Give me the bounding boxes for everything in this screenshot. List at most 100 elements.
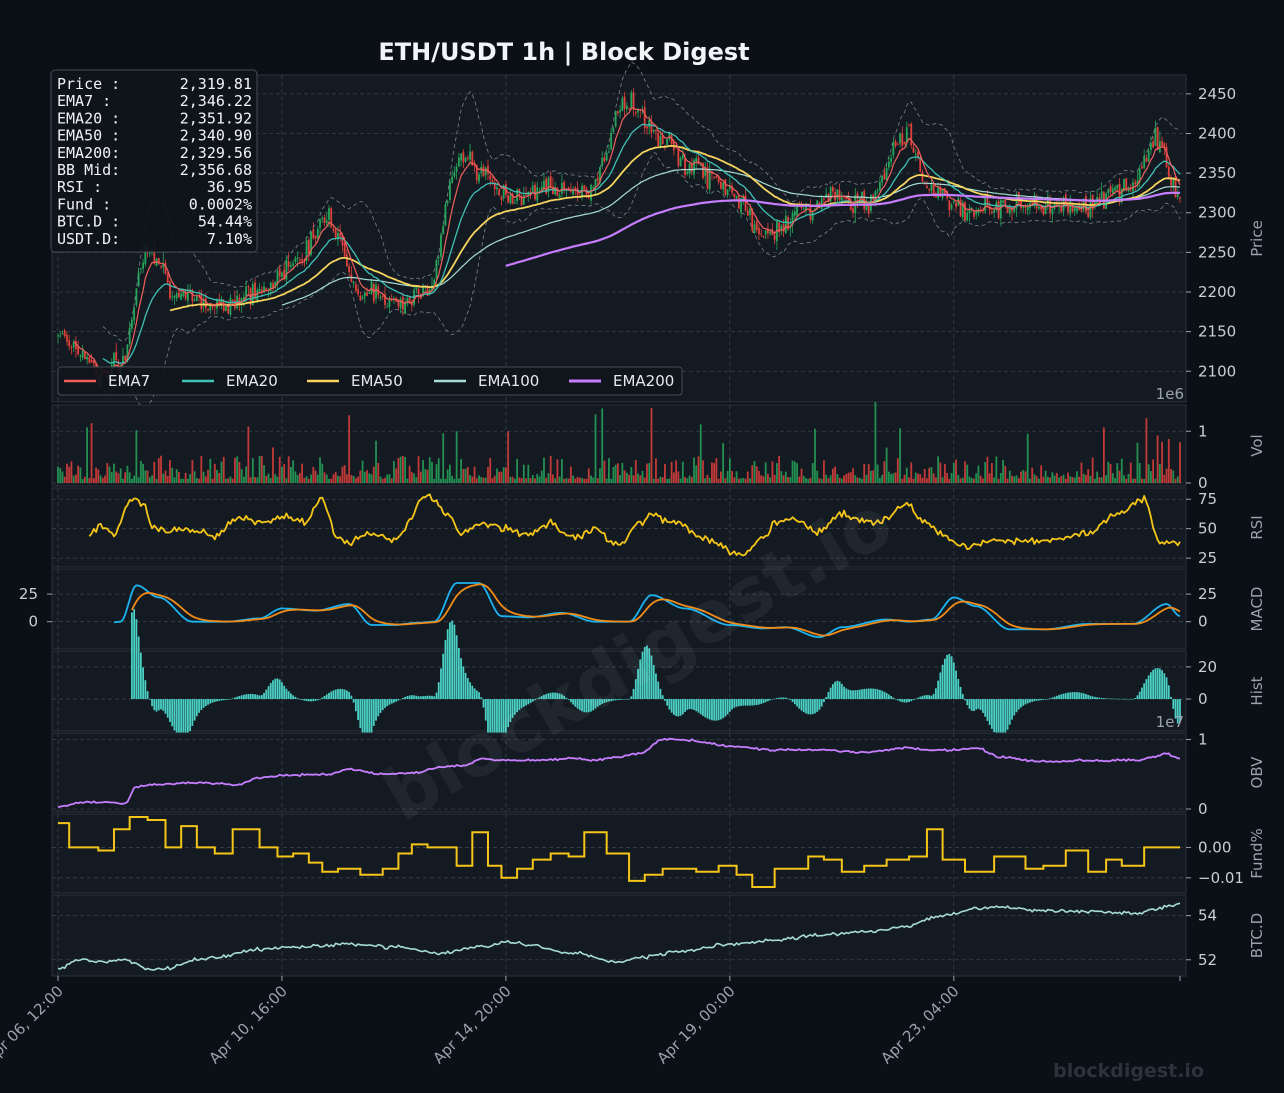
volume-bar (484, 477, 487, 483)
volume-bar (717, 478, 720, 483)
candle-body (876, 190, 879, 192)
volume-bar (428, 457, 431, 483)
hist-bar (684, 699, 686, 712)
candle-body (68, 340, 71, 347)
volume-bar (1067, 472, 1069, 483)
candle-body (341, 235, 344, 246)
ylabel-macd: MACD (1248, 587, 1266, 632)
hist-bar (431, 695, 433, 700)
volume-bar (1015, 475, 1018, 483)
candle-body (281, 272, 283, 278)
volume-bar (104, 475, 106, 483)
volume-bar (540, 470, 543, 483)
hist-bar (437, 682, 440, 700)
volume-bar (135, 430, 138, 483)
hist-bar (269, 682, 272, 700)
hist-bar (690, 699, 693, 710)
candle-body (256, 289, 259, 301)
hist-bar (941, 664, 944, 700)
candle-body (825, 194, 828, 197)
volume-bar (982, 478, 984, 483)
hist-bar (749, 699, 751, 706)
candle-body (800, 206, 803, 208)
volume-bar (1172, 470, 1175, 483)
volume-bar (576, 476, 579, 483)
candle-body (648, 119, 651, 128)
candle-body (726, 189, 729, 195)
volume-bar (153, 461, 156, 483)
volume-bar (1002, 459, 1004, 483)
tick-label-price-3: 2250 (1198, 243, 1236, 261)
hist-bar (903, 699, 906, 703)
hist-bar (751, 699, 754, 706)
hist-bar (818, 699, 821, 710)
candle-body (594, 179, 597, 187)
hist-bar (1118, 698, 1121, 700)
tick-label-left-macd-1: 25 (19, 585, 38, 603)
hist-bar (603, 699, 606, 703)
hist-bar (838, 681, 841, 700)
volume-bar (269, 478, 272, 483)
legend-label-2: EMA50 (351, 372, 403, 390)
hist-bar (619, 699, 622, 700)
volume-bar (1114, 478, 1116, 483)
volume-bar (511, 476, 514, 483)
hist-bar (343, 689, 346, 700)
volume-bar (771, 461, 774, 483)
hist-bar (758, 699, 760, 705)
hist-bar (500, 699, 503, 753)
hist-bar (502, 699, 505, 743)
volume-bar (585, 478, 588, 483)
volume-bar (162, 473, 165, 483)
volume-bar (1038, 478, 1040, 483)
candle-body (881, 175, 884, 183)
volume-bar (451, 475, 454, 483)
candle-body (79, 355, 82, 358)
hist-bar (970, 699, 973, 711)
volume-bar (1078, 476, 1081, 483)
volume-bar (457, 478, 460, 483)
volume-bar (693, 457, 695, 483)
candle-body (500, 196, 503, 200)
hist-bar (1071, 692, 1074, 700)
hist-bar (328, 692, 330, 700)
volume-bar (377, 462, 380, 483)
hist-bar (910, 699, 913, 702)
volume-bar (829, 475, 832, 483)
candle-body (453, 172, 456, 177)
volume-bar (242, 476, 245, 483)
hist-bar (507, 699, 510, 728)
hist-bar (1078, 692, 1081, 700)
hist-bar (592, 699, 595, 711)
volume-bar (496, 468, 498, 483)
hist-bar (529, 699, 532, 703)
volume-bar (661, 477, 664, 483)
hist-bar (310, 699, 312, 702)
hist-bar (1042, 699, 1045, 700)
volume-bar (276, 476, 279, 483)
candle-body (509, 195, 512, 204)
hist-bar (706, 699, 709, 719)
volume-bar (133, 475, 136, 483)
hist-bar (879, 689, 881, 700)
candle-body (840, 195, 843, 202)
hist-bar (316, 699, 319, 701)
hist-bar (312, 699, 315, 702)
volume-bar (1111, 473, 1114, 483)
tick-label-price-7: 2450 (1198, 85, 1236, 103)
hist-bar (899, 699, 901, 702)
volume-bar (298, 472, 301, 483)
volume-bar (874, 401, 877, 483)
hist-bar (330, 691, 333, 700)
hist-bar (435, 692, 438, 700)
candle-body (59, 335, 62, 337)
hist-bar (395, 699, 398, 702)
candle-body (1179, 197, 1181, 199)
hist-bar (558, 693, 561, 700)
hist-bar (157, 699, 160, 711)
hist-bar (836, 680, 839, 700)
hist-bar (876, 689, 879, 700)
volume-bar (222, 456, 225, 483)
hist-bar (1082, 693, 1085, 700)
volume-bar (787, 477, 789, 483)
